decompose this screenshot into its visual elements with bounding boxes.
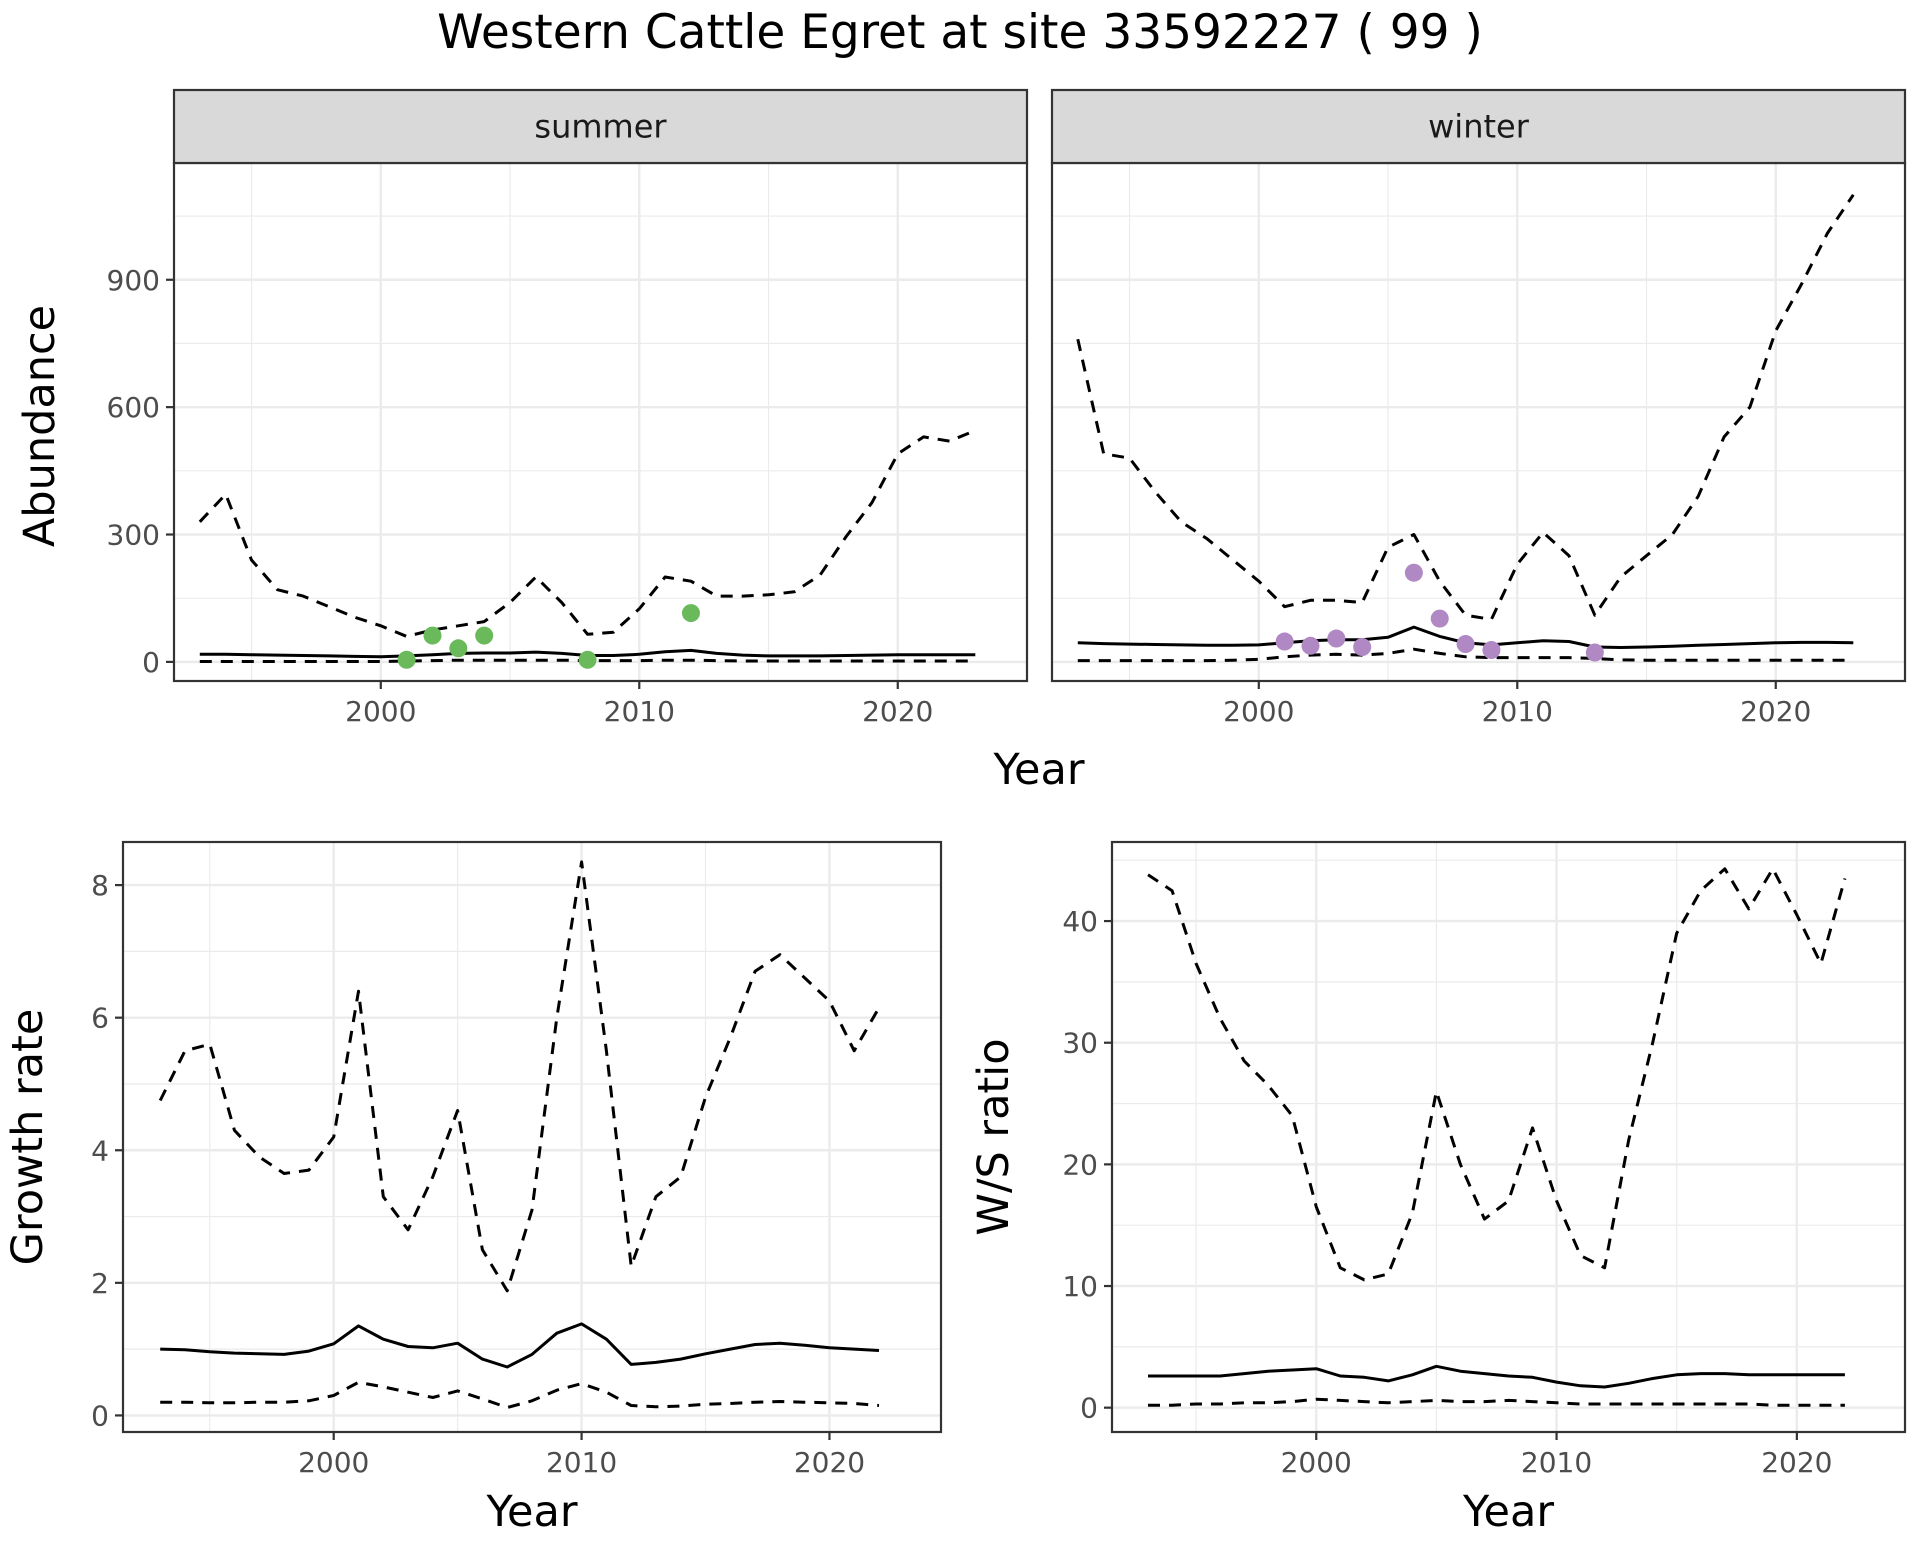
y-tick-label: 8 xyxy=(91,869,109,902)
ratio-y-axis-title: W/S ratio xyxy=(969,1038,1019,1235)
winter-observed-point xyxy=(1353,638,1372,657)
panel-ws-ratio: 2000 2010 2020 0 10 20 30 40 Year W/S ratio xyxy=(969,840,1907,1537)
growth-x-axis-title: Year xyxy=(485,1487,577,1537)
winter-observed-point xyxy=(1404,563,1423,582)
growth-estimate-line xyxy=(160,1322,880,1369)
x-tick-label: 2010 xyxy=(604,695,675,728)
x-tick-label: 2010 xyxy=(546,1446,617,1479)
x-tick-label: 2010 xyxy=(1482,695,1553,728)
x-tick-label: 2000 xyxy=(298,1446,369,1479)
panel-winter-abundance: winter 2000 2010 2020 xyxy=(1050,88,1907,728)
winter-observed-point xyxy=(1301,636,1320,655)
ratio-lower-bound-line xyxy=(1148,1397,1845,1407)
panel-growth-rate: 2000 2010 2020 0 2 4 6 8 Year Growth rate xyxy=(3,840,943,1537)
plot-background xyxy=(174,163,1027,681)
abundance-y-axis-title: Abundance xyxy=(15,305,65,547)
growth-upper-bound-line xyxy=(158,860,881,1293)
x-tick-label: 2000 xyxy=(345,695,416,728)
y-tick-label: 10 xyxy=(1062,1270,1098,1303)
ratio-estimate-line xyxy=(1148,1364,1845,1389)
summer-observed-point xyxy=(475,626,494,645)
ratio-x-axis-title: Year xyxy=(1462,1487,1554,1537)
y-tick-label: 30 xyxy=(1062,1027,1098,1060)
summer-observed-point xyxy=(681,604,700,623)
y-tick-label: 0 xyxy=(142,646,160,679)
x-tick-label: 2000 xyxy=(1223,695,1294,728)
figure-title: Western Cattle Egret at site 33592227 ( … xyxy=(437,5,1483,60)
winter-observed-point xyxy=(1430,609,1449,628)
facet-strip-label-summer: summer xyxy=(534,108,667,146)
summer-observed-point xyxy=(423,626,442,645)
facet-strip xyxy=(172,88,1029,165)
y-tick-label: 20 xyxy=(1062,1148,1098,1181)
winter-upper-bound-line xyxy=(1076,193,1855,621)
facet-strip xyxy=(1050,88,1907,165)
y-tick-label: 40 xyxy=(1062,905,1098,938)
x-tick-label: 2010 xyxy=(1521,1446,1592,1479)
x-tick-label: 2000 xyxy=(1281,1446,1352,1479)
winter-observed-point xyxy=(1275,632,1294,651)
facet-strip-label-winter: winter xyxy=(1428,108,1530,146)
plot-background xyxy=(1112,842,1905,1432)
plot-background xyxy=(1052,163,1905,681)
y-tick-label: 4 xyxy=(91,1134,109,1167)
y-tick-label: 2 xyxy=(91,1267,109,1300)
y-tick-label: 300 xyxy=(107,519,160,552)
plot-background xyxy=(123,842,941,1432)
winter-observed-point xyxy=(1482,641,1501,660)
summer-upper-bound-line xyxy=(198,429,976,638)
y-tick-label: 900 xyxy=(107,264,160,297)
summer-observed-point xyxy=(449,639,468,658)
x-tick-label: 2020 xyxy=(1761,1446,1832,1479)
y-tick-label: 0 xyxy=(91,1399,109,1432)
growth-y-axis-title: Growth rate xyxy=(3,1009,53,1266)
summer-observed-point xyxy=(578,650,597,669)
y-tick-label: 600 xyxy=(107,391,160,424)
panel-summer-abundance: summer 2000 2010 2020 0 300 600 900 xyxy=(107,88,1029,728)
growth-lower-bound-line xyxy=(160,1380,880,1409)
ratio-upper-bound-line xyxy=(1147,867,1847,1282)
x-tick-label: 2020 xyxy=(862,695,933,728)
panel-border xyxy=(1110,840,1907,1434)
panel-border xyxy=(121,840,943,1434)
winter-observed-point xyxy=(1456,635,1475,654)
summer-observed-point xyxy=(397,650,416,669)
x-tick-label: 2020 xyxy=(794,1446,865,1479)
winter-observed-point xyxy=(1327,629,1346,648)
y-tick-label: 6 xyxy=(91,1002,109,1035)
x-tick-label: 2020 xyxy=(1740,695,1811,728)
abundance-x-axis-title: Year xyxy=(992,745,1084,795)
winter-lower-bound-line xyxy=(1077,647,1854,663)
winter-observed-point xyxy=(1585,643,1604,662)
y-tick-label: 0 xyxy=(1080,1392,1098,1425)
